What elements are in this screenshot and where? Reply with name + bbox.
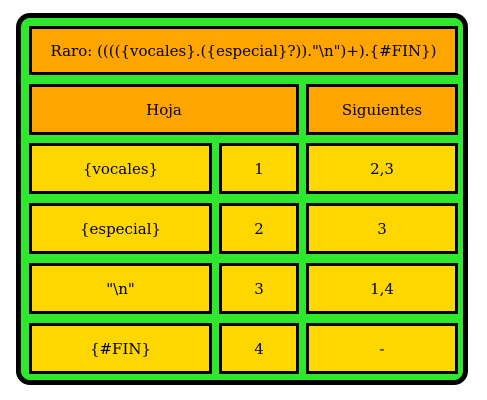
header-next: Siguientes bbox=[306, 84, 458, 135]
row-3-number: 3 bbox=[219, 263, 299, 314]
row-4-number: 4 bbox=[219, 323, 299, 374]
row-1-next: 2,3 bbox=[306, 143, 458, 194]
row-3-leaf: "\n" bbox=[29, 263, 212, 314]
row-3-next: 1,4 bbox=[306, 263, 458, 314]
row-4-next: - bbox=[306, 323, 458, 374]
row-2-next: 3 bbox=[306, 203, 458, 254]
table-title: Raro: (((({vocales}.({especial}?))."\n")… bbox=[29, 26, 458, 75]
row-1-number: 1 bbox=[219, 143, 299, 194]
row-1-leaf: {vocales} bbox=[29, 143, 212, 194]
header-leaf: Hoja bbox=[29, 84, 299, 135]
row-2-leaf: {especial} bbox=[29, 203, 212, 254]
row-4-leaf: {#FIN} bbox=[29, 323, 212, 374]
row-2-number: 2 bbox=[219, 203, 299, 254]
